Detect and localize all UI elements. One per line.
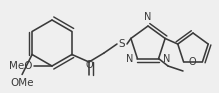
Text: S: S — [119, 39, 125, 49]
Text: N: N — [144, 12, 152, 22]
Text: O: O — [85, 60, 93, 70]
Text: N: N — [126, 54, 133, 64]
Text: O: O — [189, 57, 196, 67]
Text: N: N — [163, 54, 170, 64]
Text: MeO: MeO — [9, 61, 32, 71]
Text: OMe: OMe — [10, 77, 34, 88]
